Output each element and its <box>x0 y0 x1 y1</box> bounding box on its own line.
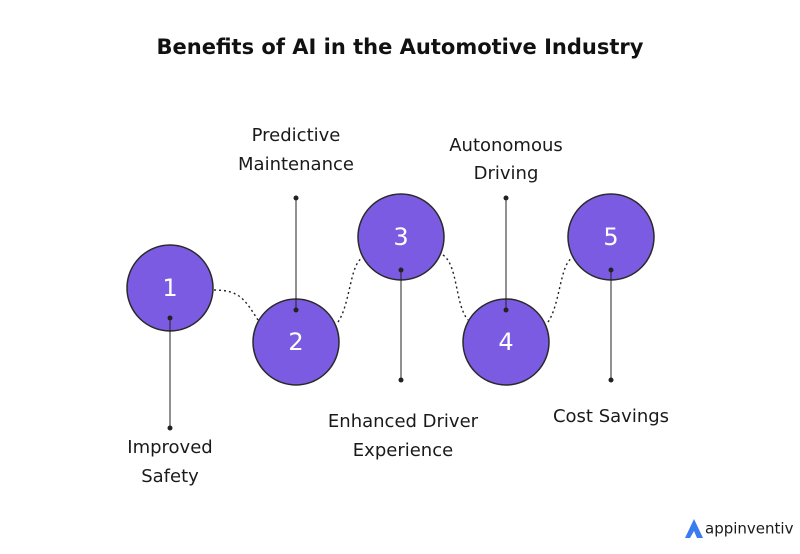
dot <box>398 377 404 383</box>
node-label: Enhanced Driver <box>328 411 479 432</box>
brand-logo <box>685 519 703 538</box>
dot <box>608 267 614 273</box>
node-number: 1 <box>162 274 177 302</box>
dot <box>167 315 173 321</box>
node-number: 3 <box>393 223 408 251</box>
connectors <box>213 254 573 323</box>
node-label: Driving <box>474 163 539 184</box>
dot <box>608 377 614 383</box>
node-label: Experience <box>353 440 453 461</box>
dot <box>398 267 404 273</box>
node-number: 5 <box>603 223 618 251</box>
dot <box>167 425 173 431</box>
connector <box>442 254 469 321</box>
node-label: Safety <box>141 466 199 487</box>
dot <box>293 195 299 201</box>
node-label: Predictive <box>252 125 341 146</box>
node-label: Autonomous <box>449 135 563 156</box>
dot <box>503 307 509 313</box>
brand: appinventiv <box>705 520 794 538</box>
node-number: 2 <box>288 328 303 356</box>
dot <box>293 307 299 313</box>
pointer-dots <box>167 195 614 431</box>
connector <box>213 289 259 321</box>
node-number: 4 <box>498 328 513 356</box>
node-label: Cost Savings <box>553 406 669 427</box>
circles <box>126 193 655 386</box>
connector <box>337 257 363 323</box>
title: Benefits of AI in the Automotive Industr… <box>157 35 644 59</box>
node-label: Improved <box>127 437 212 458</box>
dot <box>503 195 509 201</box>
pointers <box>169 198 612 428</box>
node-label: Maintenance <box>238 154 354 175</box>
connector <box>547 257 573 323</box>
